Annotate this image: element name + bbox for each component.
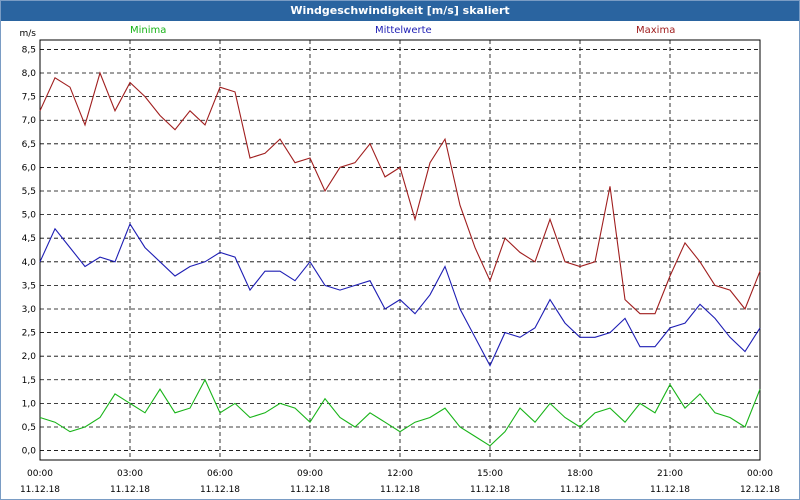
x-tick-label-date: 11.12.18 <box>560 485 600 495</box>
legend-mittelwerte: Mittelwerte <box>375 25 432 36</box>
x-tick-label-time: 09:00 <box>297 469 323 479</box>
y-tick-label: 8,0 <box>22 69 37 79</box>
x-tick-label-date: 11.12.18 <box>110 485 150 495</box>
series-line-maxima <box>39 71 761 315</box>
x-tick-label-time: 06:00 <box>207 469 233 479</box>
y-tick-label: 4,5 <box>22 234 36 244</box>
x-tick-label-date: 11.12.18 <box>20 485 60 495</box>
x-tick-label-time: 00:00 <box>747 469 773 479</box>
y-tick-label: 6,5 <box>22 140 36 150</box>
y-tick-label: 1,0 <box>22 399 37 409</box>
x-tick-label-time: 12:00 <box>387 469 413 479</box>
x-tick-label-time: 03:00 <box>117 469 143 479</box>
y-tick-label: 3,0 <box>22 305 37 315</box>
y-tick-label: 0,0 <box>22 447 37 457</box>
x-tick-label-date: 12.12.18 <box>740 485 780 495</box>
legend-maxima: Maxima <box>636 25 676 36</box>
y-tick-label: 3,5 <box>22 281 36 291</box>
y-tick-label: 1,5 <box>22 376 36 386</box>
y-tick-label: 6,0 <box>22 163 37 173</box>
window-title: Windgeschwindigkeit [m/s] skaliert <box>1 1 799 21</box>
x-tick-label-time: 15:00 <box>477 469 503 479</box>
y-tick-label: 7,0 <box>22 116 37 126</box>
y-tick-label: 7,5 <box>22 93 36 103</box>
x-tick-label-time: 18:00 <box>567 469 593 479</box>
x-tick-label-date: 11.12.18 <box>470 485 510 495</box>
legend-minima: Minima <box>130 25 167 36</box>
x-tick-label-date: 11.12.18 <box>380 485 420 495</box>
series-line-minima <box>39 378 761 447</box>
x-tick-label-time: 00:00 <box>27 469 53 479</box>
y-tick-label: 2,5 <box>22 329 36 339</box>
x-tick-label-time: 21:00 <box>657 469 683 479</box>
y-tick-label: 5,5 <box>22 187 36 197</box>
y-tick-label: 5,0 <box>22 211 37 221</box>
y-tick-label: 4,0 <box>22 258 37 268</box>
x-tick-label-date: 11.12.18 <box>290 485 330 495</box>
y-tick-label: 2,0 <box>22 352 37 362</box>
y-axis-label: m/s <box>20 29 37 39</box>
y-tick-label: 8,5 <box>22 45 36 55</box>
y-tick-label: 0,5 <box>22 423 36 433</box>
series-line-mittelwerte <box>39 222 761 367</box>
x-tick-label-date: 11.12.18 <box>200 485 240 495</box>
x-tick-label-date: 11.12.18 <box>650 485 690 495</box>
